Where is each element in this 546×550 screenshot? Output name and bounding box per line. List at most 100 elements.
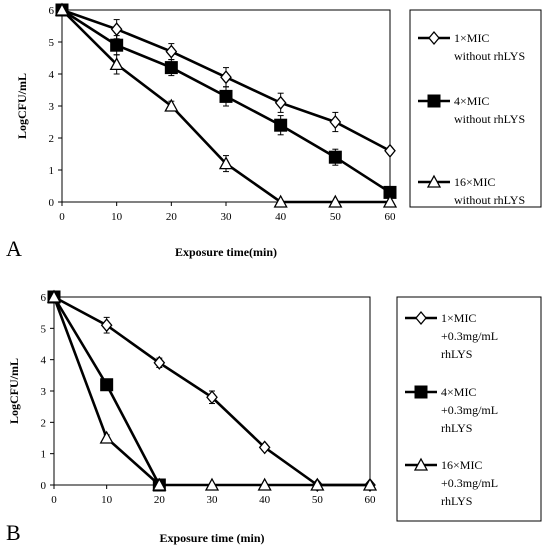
legend-marker	[414, 385, 428, 399]
x-tick-label: 30	[207, 494, 219, 506]
x-tick-label: 10	[111, 211, 123, 223]
x-tick-label: 40	[259, 494, 271, 506]
legend-entry: 16×MIC +0.3mg/mL rhLYS	[405, 457, 498, 508]
data-point	[204, 477, 220, 491]
panel-letter: B	[6, 520, 21, 545]
data-point	[165, 44, 178, 59]
y-axis-label: LogCFU/mL	[15, 73, 29, 139]
legend-label: without rhLYS	[454, 112, 525, 126]
x-tick-label: 60	[365, 494, 377, 506]
data-point	[218, 156, 234, 170]
legend-label: +0.3mg/mL	[441, 403, 498, 417]
legend-entry: 1×MIC without rhLYS	[418, 30, 525, 63]
data-point	[328, 194, 343, 208]
legend-entry: 4×MIC +0.3mg/mL rhLYS	[405, 385, 498, 435]
legend-label: +0.3mg/mL	[441, 329, 498, 343]
x-tick-label: 40	[275, 211, 287, 223]
y-tick-label: 2	[41, 417, 47, 429]
data-point	[258, 440, 271, 455]
y-tick-label: 3	[41, 386, 47, 398]
legend-label: 16×MIC	[454, 175, 495, 189]
series-square	[55, 3, 397, 199]
x-tick-label: 50	[330, 211, 342, 223]
data-point	[257, 477, 272, 491]
data-point	[384, 143, 396, 158]
legend-entry: 4×MIC without rhLYS	[418, 94, 525, 126]
legend-marker	[413, 457, 429, 471]
series-square	[47, 290, 166, 492]
data-point	[99, 430, 114, 444]
legend-label: 4×MIC	[441, 385, 476, 399]
legend-entry: 16×MIC without rhLYS	[418, 174, 525, 207]
legend-label: 4×MIC	[454, 94, 489, 108]
panel-letter: A	[6, 236, 22, 261]
x-tick-label: 20	[166, 211, 178, 223]
data-point	[100, 318, 113, 333]
data-point	[328, 150, 342, 164]
series-triangle	[46, 289, 378, 491]
data-point	[54, 2, 70, 16]
series-diamond	[48, 289, 376, 493]
data-point	[206, 390, 218, 405]
data-point	[110, 38, 124, 52]
y-tick-label: 3	[49, 101, 55, 113]
data-point	[164, 98, 179, 112]
y-tick-label: 0	[41, 480, 47, 492]
data-point	[46, 289, 62, 303]
legend-marker	[415, 310, 427, 326]
legend-label: 16×MIC	[441, 458, 482, 472]
data-point	[310, 477, 325, 491]
legend-label: +0.3mg/mL	[441, 476, 498, 490]
legend-label: rhLYS	[441, 347, 472, 361]
data-point	[382, 194, 398, 208]
legend-label: without rhLYS	[454, 193, 525, 207]
x-tick-label: 10	[101, 494, 113, 506]
x-tick-label: 60	[385, 211, 397, 223]
y-tick-label: 6	[49, 5, 55, 17]
data-point	[220, 70, 232, 85]
x-tick-label: 0	[51, 494, 57, 506]
x-tick-label: 20	[154, 494, 166, 506]
series-triangle	[54, 2, 398, 208]
x-tick-label: 30	[221, 211, 233, 223]
legend-label: rhLYS	[441, 421, 472, 435]
legend-entry: 1×MIC +0.3mg/mL rhLYS	[405, 310, 498, 361]
y-tick-label: 1	[49, 165, 55, 177]
data-point	[274, 95, 287, 110]
y-tick-label: 0	[49, 197, 55, 209]
data-point	[100, 378, 114, 392]
x-axis-label: Exposure time (min)	[159, 531, 264, 545]
data-point	[362, 477, 378, 491]
legend-box	[409, 9, 542, 208]
y-tick-label: 6	[41, 292, 47, 304]
data-point	[152, 477, 167, 491]
y-axis-label: LogCFU/mL	[7, 358, 21, 424]
data-point	[274, 118, 288, 132]
data-point	[110, 22, 123, 37]
legend-label: 1×MIC	[454, 31, 489, 45]
y-tick-label: 2	[49, 133, 55, 145]
legend-label: 1×MIC	[441, 311, 476, 325]
legend-marker	[427, 94, 441, 108]
y-tick-label: 5	[49, 37, 55, 49]
y-tick-label: 4	[49, 69, 55, 81]
legend-box	[396, 296, 542, 522]
legend-marker	[428, 30, 440, 46]
x-axis-label: Exposure time(min)	[175, 245, 277, 259]
legend-label: rhLYS	[441, 494, 472, 508]
y-tick-label: 1	[41, 449, 47, 461]
data-point	[329, 114, 342, 130]
y-tick-label: 4	[41, 355, 47, 367]
data-point	[164, 61, 178, 75]
legend-marker	[426, 174, 442, 188]
data-point	[273, 194, 288, 208]
series-diamond	[56, 2, 396, 158]
data-point	[109, 57, 124, 71]
data-point	[153, 355, 166, 370]
legend-label: without rhLYS	[454, 49, 525, 63]
x-tick-label: 50	[312, 494, 324, 506]
x-tick-label: 0	[59, 211, 65, 223]
